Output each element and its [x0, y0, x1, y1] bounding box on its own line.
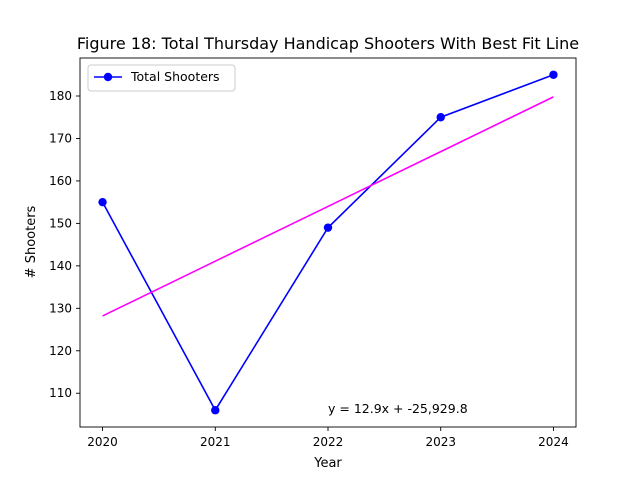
legend: Total Shooters — [87, 64, 236, 92]
x-tick-label: 2024 — [538, 435, 569, 449]
y-tick-label: 110 — [49, 386, 72, 400]
x-tick-label: 2021 — [200, 435, 231, 449]
y-tick-label: 160 — [49, 174, 72, 188]
data-point — [211, 406, 220, 415]
y-tick-label: 120 — [49, 344, 72, 358]
x-tick-label: 2023 — [425, 435, 456, 449]
chart-title: Figure 18: Total Thursday Handicap Shoot… — [77, 34, 579, 53]
y-tick-label: 170 — [49, 131, 72, 145]
data-point — [98, 197, 107, 207]
best-fit-line — [102, 96, 554, 317]
legend-marker — [103, 72, 113, 82]
y-tick-label: 140 — [49, 259, 72, 273]
x-axis-label: Year — [313, 456, 342, 471]
fit-equation-annotation: y = 12.9x + -25,929.8 — [328, 401, 468, 416]
plot-area: 2020 2021 2022 2023 2024 110 120 130 140 150 160 17… — [49, 57, 577, 449]
x-tick-label: 2022 — [313, 435, 344, 449]
data-point — [323, 223, 333, 232]
data-point — [549, 70, 558, 79]
y-axis-label: # Shooters — [24, 205, 39, 278]
y-tick-label: 150 — [49, 216, 72, 230]
y-tick-label: 180 — [49, 89, 72, 103]
series-line-total-shooters — [101, 74, 554, 412]
y-tick-label: 130 — [49, 301, 72, 315]
legend-box — [87, 64, 236, 92]
data-point — [436, 113, 445, 122]
axes-frame — [79, 57, 577, 428]
legend-label: Total Shooters — [130, 69, 220, 84]
x-tick-label: 2020 — [87, 435, 118, 449]
